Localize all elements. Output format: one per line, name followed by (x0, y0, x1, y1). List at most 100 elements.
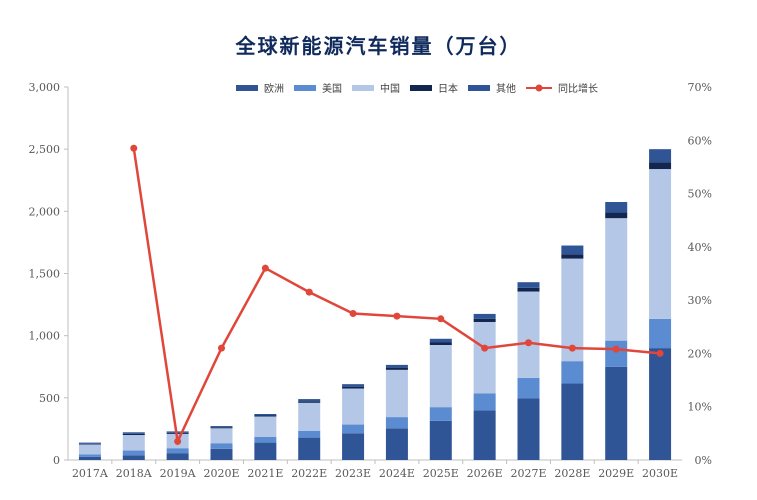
bar-segment-5 (385, 364, 408, 368)
bar-segment-5 (298, 399, 321, 402)
bar-segment-3 (561, 258, 584, 362)
bar-segment-5 (210, 426, 233, 428)
bar-segment-2 (649, 318, 672, 349)
y-right-tick-label: 30% (688, 294, 712, 307)
legend-label-1: 欧洲 (264, 83, 284, 95)
bar-segment-4 (561, 254, 584, 259)
x-tick-label: 2020E (203, 467, 239, 480)
y-right-tick-label: 70% (688, 81, 712, 94)
growth-point (612, 345, 620, 353)
bar-segment-5 (122, 432, 145, 434)
legend-swatch-4 (410, 85, 432, 91)
x-tick-label: 2023E (335, 467, 371, 480)
x-tick-label: 2022E (291, 467, 327, 480)
bar-segment-2 (517, 377, 540, 399)
bar-segment-2 (210, 443, 233, 449)
y-right-tick-label: 10% (688, 401, 712, 414)
growth-point (525, 339, 532, 347)
growth-point (174, 437, 182, 445)
bar-segment-3 (342, 388, 365, 425)
bar-segment-4 (473, 318, 496, 322)
bar-segment-5 (561, 245, 584, 255)
bar-segment-1 (342, 433, 365, 460)
bar-segment-3 (385, 369, 408, 418)
growth-point (349, 309, 357, 317)
x-tick-label: 2028E (554, 467, 590, 480)
growth-point (437, 315, 445, 323)
x-tick-label: 2029E (598, 467, 634, 480)
bar-segment-2 (385, 417, 408, 429)
bar-segment-4 (385, 367, 408, 370)
legend-label-2: 美国 (322, 82, 342, 95)
y-right-tick-label: 50% (688, 188, 712, 201)
bar-segment-2 (166, 448, 189, 454)
legend-swatch-5 (468, 85, 490, 91)
growth-point (656, 349, 664, 357)
legend-line-marker (535, 84, 543, 92)
bar-segment-3 (649, 169, 672, 319)
bar-segment-2 (342, 424, 365, 434)
bar-segment-1 (605, 366, 628, 460)
y-right-tick-label: 20% (688, 347, 712, 360)
growth-point (568, 344, 576, 352)
y-left-tick-label: 1,000 (29, 330, 61, 343)
bar-segment-4 (210, 427, 233, 429)
x-tick-label: 2027E (510, 467, 546, 480)
y-left-tick-label: 0 (53, 454, 60, 467)
bar-segment-1 (473, 410, 496, 460)
bar-segment-1 (517, 398, 540, 460)
legend-swatch-3 (352, 85, 374, 91)
legend-swatch-1 (236, 85, 258, 91)
y-left-tick-label: 3,000 (29, 81, 61, 94)
bar-segment-1 (649, 348, 672, 460)
legend-label-4: 日本 (438, 82, 458, 95)
x-tick-label: 2030E (642, 467, 678, 480)
y-right-tick-label: 40% (688, 241, 712, 254)
growth-point (218, 344, 225, 352)
bar-segment-4 (342, 386, 365, 389)
bar-segment-4 (254, 415, 277, 417)
bar-segment-3 (210, 428, 233, 444)
x-tick-label: 2018A (116, 467, 153, 480)
bar-segment-3 (429, 344, 452, 408)
bar-segment-1 (78, 456, 101, 460)
x-tick-label: 2026E (467, 467, 503, 480)
bar-segment-3 (122, 435, 145, 451)
growth-point (305, 288, 313, 296)
y-right-tick-label: 60% (688, 134, 712, 147)
legend-label-5: 其他 (496, 82, 516, 95)
bar-segment-1 (561, 383, 584, 460)
y-left-tick-label: 2,000 (29, 205, 61, 218)
bar-segment-1 (254, 442, 277, 460)
bar-segment-1 (122, 455, 145, 460)
bar-segment-3 (517, 291, 540, 378)
bar-segment-1 (210, 448, 233, 460)
x-tick-label: 2024E (379, 467, 415, 480)
bar-segment-4 (298, 401, 321, 403)
bar-segment-2 (78, 454, 101, 457)
y-left-tick-label: 2,500 (29, 143, 61, 156)
bar-segment-3 (78, 444, 101, 455)
bar-segment-5 (649, 149, 672, 163)
bar-segment-2 (298, 430, 321, 438)
bar-segment-5 (473, 313, 496, 319)
bar-segment-5 (429, 338, 452, 343)
bar-segment-2 (254, 436, 277, 443)
legend-label-6: 同比增长 (558, 82, 598, 95)
bar-segment-4 (429, 342, 452, 345)
bar-segment-3 (298, 402, 321, 431)
x-tick-label: 2017A (72, 467, 109, 480)
bar-segment-5 (78, 442, 101, 444)
bar-segment-4 (605, 212, 628, 219)
bar-segment-4 (122, 433, 145, 436)
bar-segment-2 (605, 340, 628, 367)
bar-segment-1 (166, 453, 189, 460)
bar-segment-5 (342, 384, 365, 387)
bar-segment-2 (561, 361, 584, 384)
x-tick-label: 2019A (160, 467, 197, 480)
x-tick-label: 2021E (247, 467, 283, 480)
y-left-tick-label: 1,500 (29, 268, 61, 281)
legend-label-3: 中国 (380, 82, 400, 95)
